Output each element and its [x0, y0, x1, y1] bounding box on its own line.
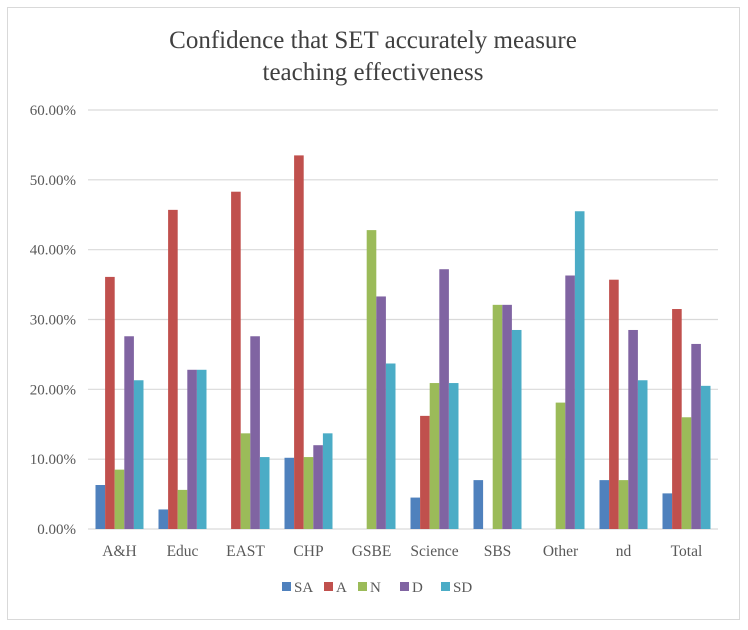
bar-D-SBS — [502, 304, 512, 529]
bar-D-CHP — [313, 445, 323, 529]
x-tick-label: Educ — [167, 543, 199, 560]
bar-D-Educ — [187, 369, 197, 529]
bar-A-CHP — [294, 155, 304, 529]
y-tick-label: 60.00% — [30, 103, 76, 119]
bar-SD-Total — [700, 385, 711, 529]
bar-SA-Total — [662, 493, 673, 529]
bar-SD-SBS — [511, 329, 522, 529]
y-tick-label: 0.00% — [37, 522, 76, 538]
legend-swatch-SA — [282, 582, 291, 591]
bar-SA-SBS — [473, 480, 484, 529]
legend-label-D: D — [412, 580, 423, 596]
bar-N-SBS — [492, 304, 503, 529]
bar-N-Other — [555, 402, 566, 529]
x-tick-label: Science — [410, 543, 458, 560]
bar-SA-A&H — [95, 485, 106, 529]
bar-A-Science — [420, 415, 430, 529]
bar-D-Other — [565, 275, 575, 529]
legend-label-N: N — [370, 580, 381, 596]
bar-N-Science — [429, 383, 440, 529]
y-tick-label: 30.00% — [30, 313, 76, 329]
y-tick-label: 40.00% — [30, 243, 76, 259]
bar-N-CHP — [303, 457, 314, 529]
bar-A-Educ — [168, 209, 178, 529]
bar-SA-CHP — [284, 457, 295, 529]
bar-D-Science — [439, 269, 449, 529]
legend-swatch-A — [324, 582, 333, 591]
bar-SD-EAST — [259, 457, 270, 529]
bar-D-A&H — [124, 336, 134, 529]
y-tick-label: 20.00% — [30, 382, 76, 398]
x-tick-label: Total — [671, 543, 703, 560]
bar-N-nd — [618, 480, 629, 529]
bar-N-A&H — [114, 469, 125, 529]
bar-SD-Science — [448, 383, 459, 529]
bar-SD-A&H — [133, 380, 144, 529]
bar-SD-Other — [574, 211, 585, 529]
x-tick-label: Other — [543, 543, 579, 560]
legend-label-SD: SD — [453, 580, 472, 596]
bar-N-GSBE — [366, 230, 377, 529]
x-tick-label: GSBE — [352, 543, 392, 560]
bar-SD-nd — [637, 380, 648, 529]
y-tick-label: 50.00% — [30, 173, 76, 189]
bar-A-nd — [609, 279, 619, 529]
legend-label-A: A — [336, 580, 347, 596]
bar-N-EAST — [240, 433, 251, 529]
y-tick-label: 10.00% — [30, 452, 76, 468]
legend-label-SA: SA — [294, 580, 313, 596]
x-tick-label: SBS — [484, 543, 512, 560]
bar-D-Total — [691, 343, 701, 529]
chart-title-line-2: teaching effectiveness — [263, 59, 484, 86]
chart-border — [7, 7, 740, 620]
x-tick-label: nd — [616, 543, 632, 560]
bar-A-A&H — [105, 276, 115, 529]
x-tick-label: CHP — [293, 543, 323, 560]
bar-SD-Educ — [196, 369, 207, 529]
bar-SD-GSBE — [385, 363, 396, 529]
bar-SD-CHP — [322, 433, 333, 529]
bar-N-Total — [681, 417, 692, 529]
bar-SA-Educ — [158, 509, 169, 529]
x-tick-label: A&H — [102, 543, 136, 560]
bar-A-Total — [672, 309, 682, 529]
bar-A-EAST — [231, 191, 241, 529]
legend-swatch-D — [400, 582, 409, 591]
bar-N-Educ — [177, 489, 188, 529]
legend-swatch-SD — [441, 582, 450, 591]
legend-swatch-N — [358, 582, 367, 591]
x-tick-label: EAST — [226, 543, 265, 560]
bar-D-nd — [628, 329, 638, 529]
bar-SA-Science — [410, 497, 421, 529]
bar-SA-nd — [599, 480, 610, 529]
bar-D-GSBE — [376, 296, 386, 529]
chart-title-line-1: Confidence that SET accurately measure — [169, 27, 577, 54]
bar-D-EAST — [250, 336, 260, 529]
